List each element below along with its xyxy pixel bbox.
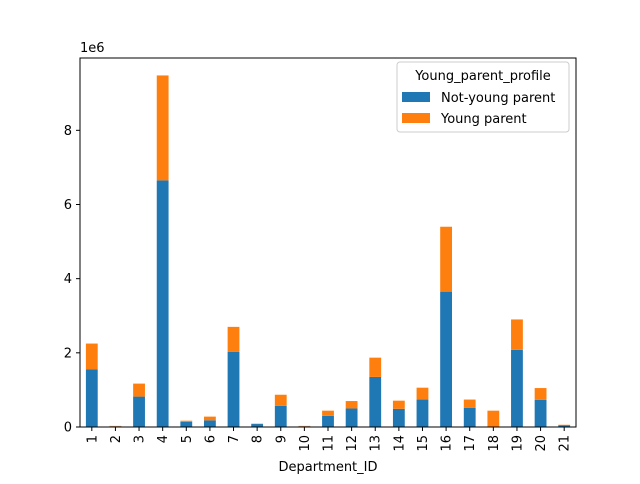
bar-not-young-parent-dept-3	[133, 397, 145, 427]
x-tick-label-7: 7	[227, 435, 242, 443]
x-tick-label-21: 21	[558, 435, 573, 452]
bar-young-parent-dept-18	[487, 411, 499, 427]
bar-not-young-parent-dept-17	[464, 408, 476, 427]
bar-young-parent-dept-4	[157, 75, 169, 180]
bar-young-parent-dept-12	[346, 401, 358, 408]
x-tick-label-3: 3	[133, 435, 148, 443]
y-tick-label-0: 0	[64, 421, 72, 436]
x-axis-label: Department_ID	[278, 460, 377, 475]
bar-young-parent-dept-13	[369, 358, 381, 377]
legend: Young_parent_profile Not-young parent Yo…	[397, 62, 569, 132]
bar-young-parent-dept-15	[417, 388, 429, 400]
bar-young-parent-dept-9	[275, 395, 287, 406]
x-tick-label-18: 18	[487, 435, 502, 452]
x-tick-label-2: 2	[109, 435, 124, 443]
bar-young-parent-dept-20	[535, 388, 547, 400]
bar-young-parent-dept-16	[440, 227, 452, 292]
bar-young-parent-dept-14	[393, 401, 405, 409]
x-tick-label-20: 20	[534, 435, 549, 452]
bar-not-young-parent-dept-5	[180, 422, 192, 427]
bar-not-young-parent-dept-19	[511, 350, 523, 427]
x-tick-label-15: 15	[416, 435, 431, 452]
bar-not-young-parent-dept-13	[369, 377, 381, 427]
bar-young-parent-dept-19	[511, 319, 523, 349]
bar-young-parent-dept-6	[204, 417, 216, 421]
bar-young-parent-dept-11	[322, 411, 334, 416]
x-tick-label-14: 14	[392, 435, 407, 452]
x-tick-label-16: 16	[440, 435, 455, 452]
legend-swatch-not-young-parent	[402, 92, 430, 102]
x-tick-label-10: 10	[298, 435, 313, 452]
legend-label-not-young-parent: Not-young parent	[441, 91, 555, 106]
legend-label-young-parent: Young parent	[440, 112, 527, 127]
x-tick-label-13: 13	[369, 435, 384, 452]
bar-young-parent-dept-5	[180, 421, 192, 422]
y-tick-label-6: 6	[64, 198, 72, 213]
y-axis-offset-label: 1e6	[80, 41, 105, 56]
bar-not-young-parent-dept-1	[86, 370, 98, 427]
x-tick-label-19: 19	[510, 435, 525, 452]
bar-young-parent-dept-21	[558, 425, 570, 426]
x-tick-label-4: 4	[156, 435, 171, 443]
bar-young-parent-dept-7	[228, 327, 240, 352]
x-tick-label-6: 6	[203, 435, 218, 443]
bar-not-young-parent-dept-9	[275, 406, 287, 427]
legend-title: Young_parent_profile	[414, 69, 551, 84]
bar-not-young-parent-dept-12	[346, 408, 358, 427]
bar-not-young-parent-dept-16	[440, 292, 452, 427]
bar-not-young-parent-dept-11	[322, 416, 334, 427]
bar-young-parent-dept-17	[464, 400, 476, 408]
x-tick-label-1: 1	[85, 435, 100, 443]
bar-young-parent-dept-1	[86, 344, 98, 370]
x-tick-label-5: 5	[180, 435, 195, 443]
bar-not-young-parent-dept-6	[204, 420, 216, 427]
x-tick-label-8: 8	[251, 435, 266, 443]
y-axis-ticks: 0 2 4 6 8	[64, 124, 80, 436]
bar-not-young-parent-dept-4	[157, 180, 169, 427]
y-tick-label-8: 8	[64, 124, 72, 139]
bar-not-young-parent-dept-7	[228, 352, 240, 427]
bar-not-young-parent-dept-15	[417, 400, 429, 427]
bar-young-parent-dept-3	[133, 384, 145, 397]
x-tick-label-9: 9	[274, 435, 289, 443]
legend-swatch-young-parent	[402, 113, 430, 123]
y-tick-label-2: 2	[64, 346, 72, 361]
x-tick-label-12: 12	[345, 435, 360, 452]
x-tick-label-11: 11	[322, 435, 337, 452]
bar-not-young-parent-dept-20	[535, 400, 547, 427]
bar-not-young-parent-dept-14	[393, 409, 405, 427]
x-tick-label-17: 17	[463, 435, 478, 452]
y-tick-label-4: 4	[64, 272, 72, 287]
